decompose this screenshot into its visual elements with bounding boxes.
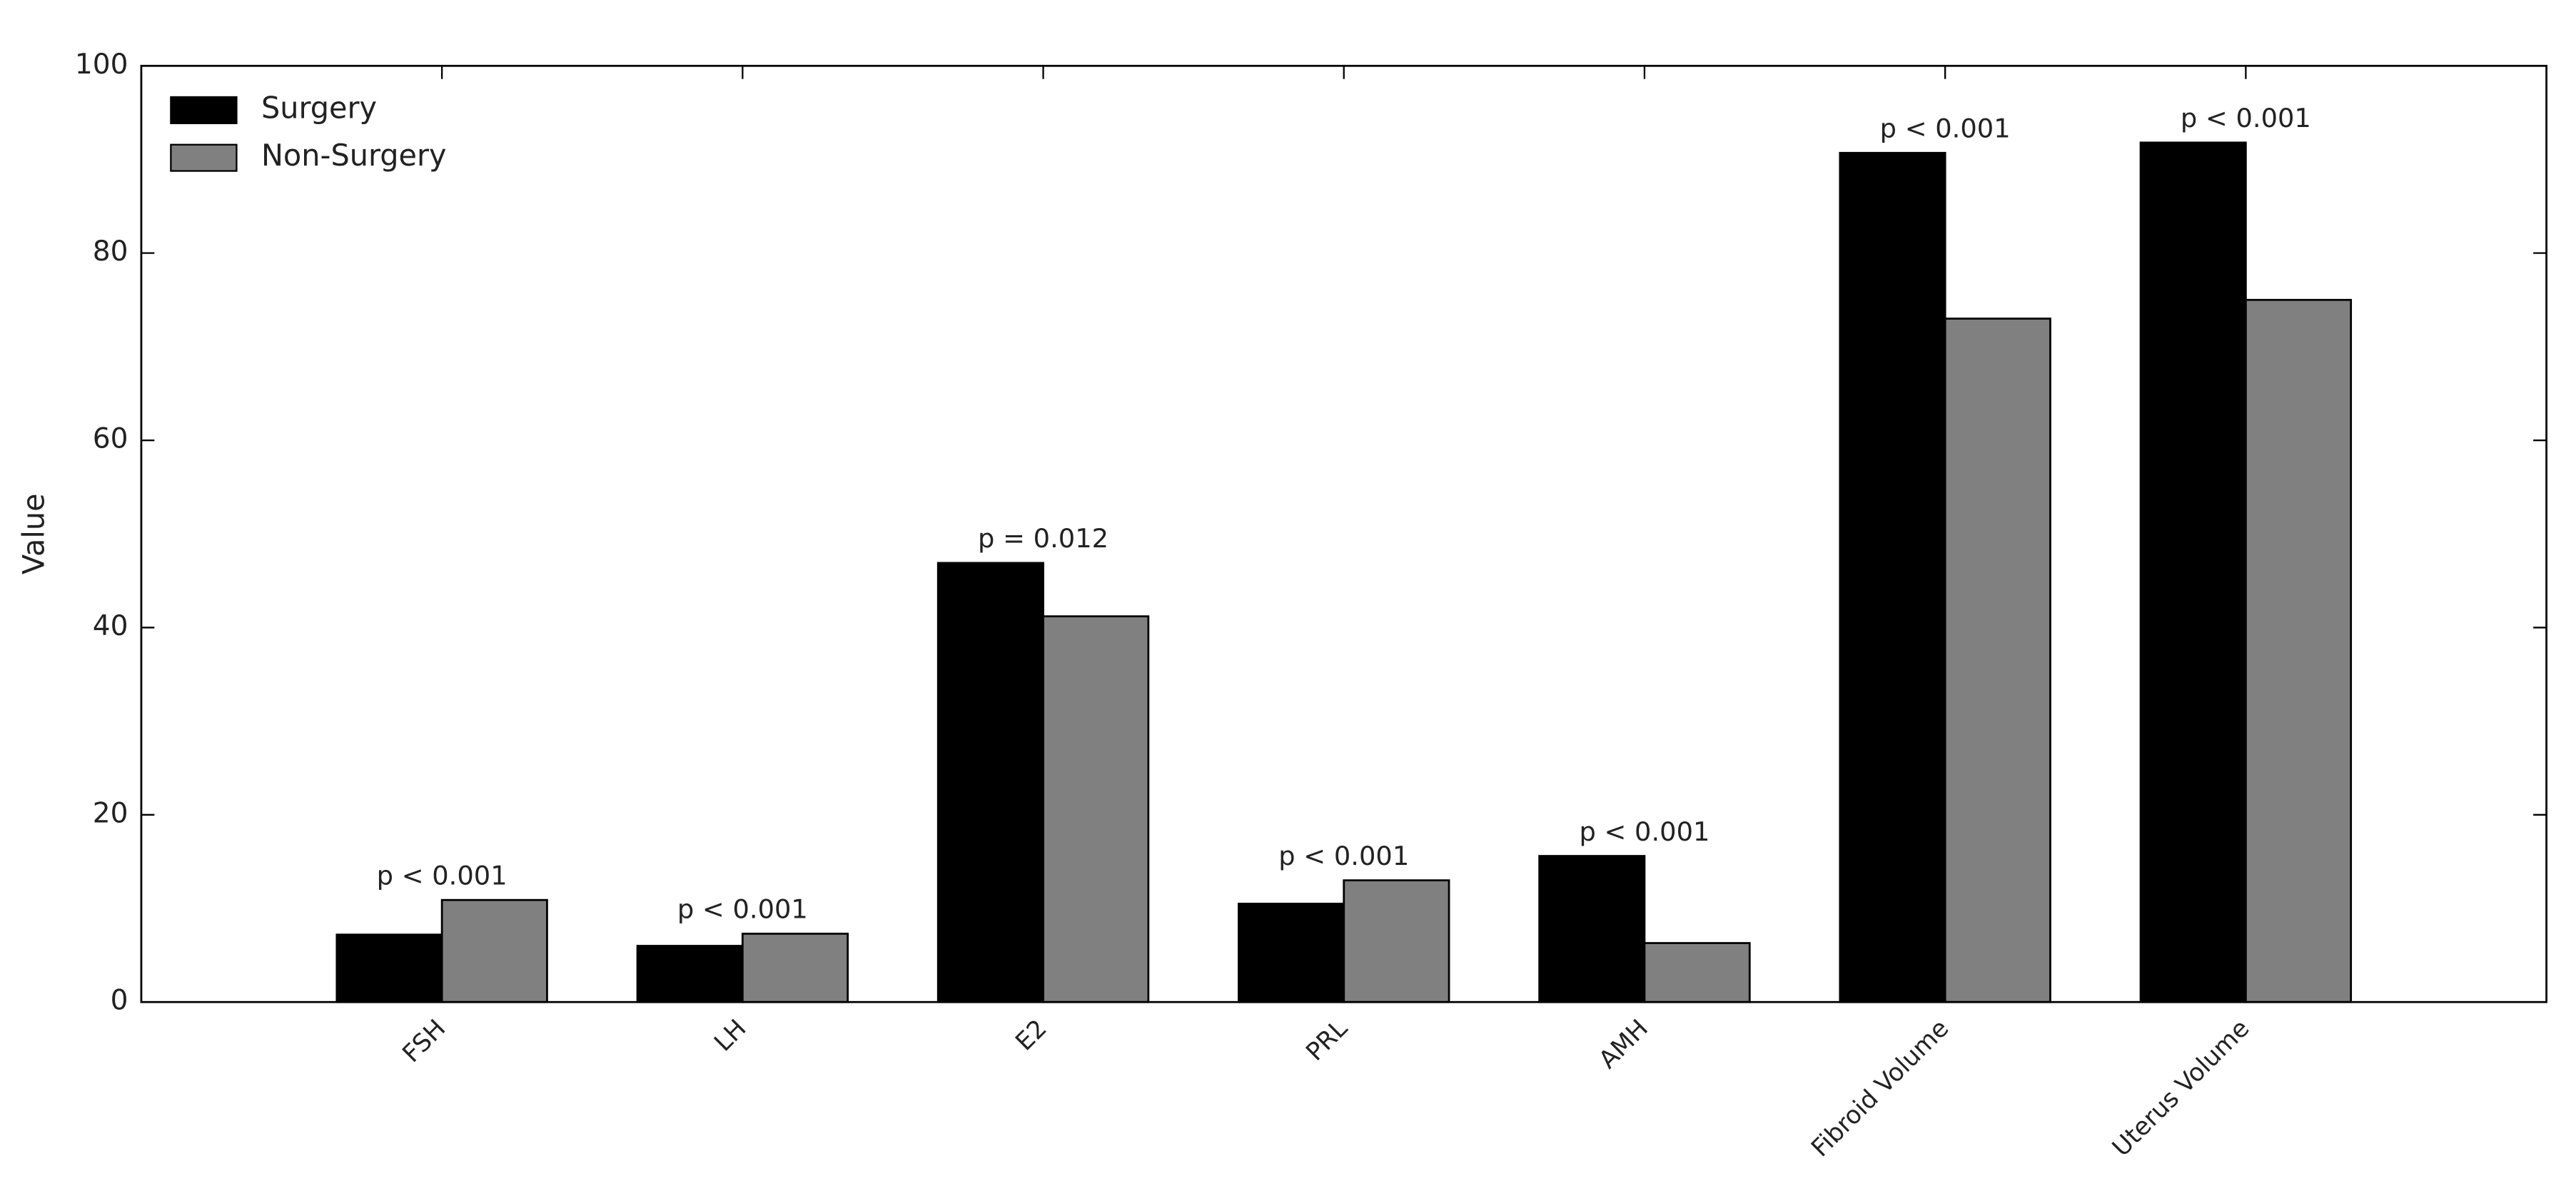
bar xyxy=(440,898,548,1003)
legend-label: Non-Surgery xyxy=(261,138,447,173)
x-tick-label: E2 xyxy=(1010,1014,1052,1056)
y-tick-label: 60 xyxy=(93,423,128,455)
y-tick-label: 0 xyxy=(111,985,128,1017)
annotation: p < 0.001 xyxy=(677,894,808,925)
y-tick-label: 20 xyxy=(93,797,128,829)
bar xyxy=(1839,151,1946,1003)
y-tick-label: 100 xyxy=(75,49,128,81)
y-tick-label: 80 xyxy=(93,235,128,268)
plot-frame xyxy=(140,64,2547,1003)
x-tick-label: FSH xyxy=(397,1014,451,1068)
annotation: p < 0.001 xyxy=(2181,103,2311,133)
bar xyxy=(1042,615,1150,1003)
x-tick-label: PRL xyxy=(1300,1014,1353,1067)
legend-label: Surgery xyxy=(261,91,377,125)
x-tick-label: Fibroid Volume xyxy=(1806,1014,1954,1162)
annotation: p < 0.001 xyxy=(1880,113,2011,144)
annotation: p = 0.012 xyxy=(978,523,1108,554)
bar xyxy=(1343,879,1450,1003)
x-tick-label: Uterus Volume xyxy=(2107,1014,2255,1162)
x-tick-label: LH xyxy=(709,1014,752,1057)
x-tick-label: AMH xyxy=(1594,1014,1654,1074)
bar xyxy=(1238,903,1345,1003)
bar xyxy=(741,933,849,1003)
bar xyxy=(2244,298,2353,1003)
bar xyxy=(1944,318,2051,1003)
annotation: p < 0.001 xyxy=(1579,816,1709,847)
legend-swatch xyxy=(170,143,238,172)
bar xyxy=(2139,141,2247,1003)
bar xyxy=(936,562,1044,1003)
bar xyxy=(1538,855,1646,1003)
legend-swatch xyxy=(170,96,238,124)
y-tick-label: 40 xyxy=(93,610,128,642)
bar xyxy=(636,945,744,1003)
bar xyxy=(335,933,443,1003)
annotation: p < 0.001 xyxy=(1278,841,1409,871)
y-axis-label: Value xyxy=(17,493,51,574)
bar xyxy=(1643,942,1751,1003)
annotation: p < 0.001 xyxy=(377,860,507,891)
